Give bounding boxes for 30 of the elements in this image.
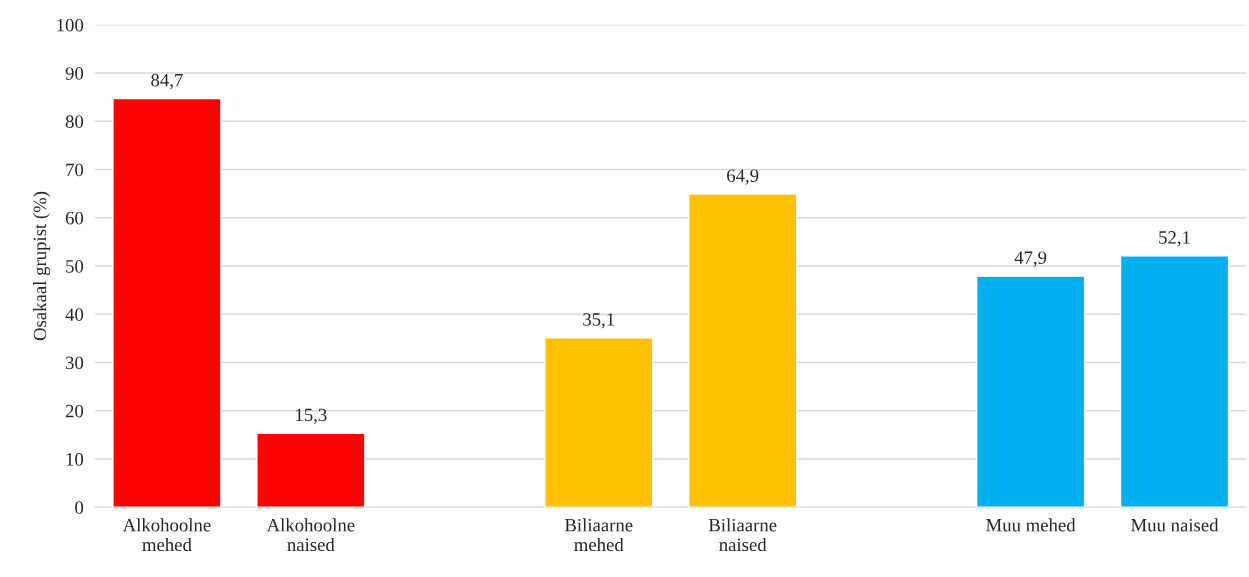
y-tick-label: 90 [65, 67, 84, 80]
y-tick-label: 0 [75, 501, 84, 514]
y-tick-label: 60 [65, 211, 84, 225]
bar [1119, 255, 1230, 508]
x-tick-label: Alkohoolne naised [266, 518, 355, 552]
x-tick-label: Biliaarne naised [708, 518, 777, 552]
data-label: 15,3 [296, 408, 327, 424]
data-label: 52,1 [1159, 231, 1190, 247]
x-tick-label: Muu mehed [986, 518, 1076, 532]
x-tick-label: Alkohoolne mehed [122, 518, 211, 552]
data-label: 47,9 [1014, 251, 1047, 267]
bar [544, 337, 654, 508]
y-tick-label: 100 [57, 18, 84, 32]
bar [688, 193, 798, 508]
bar [112, 97, 222, 508]
data-label: 84,7 [151, 73, 183, 90]
x-tick-label: Biliaarne mehed [564, 518, 633, 552]
y-tick-label: 10 [66, 452, 84, 466]
y-tick-label: 80 [65, 115, 84, 128]
bar [256, 432, 366, 508]
y-tick-label: 50 [66, 260, 84, 273]
y-tick-label: 30 [65, 356, 84, 370]
y-tick-label: 70 [66, 163, 84, 177]
x-tick-label: Muu naised [1131, 518, 1219, 532]
bar [975, 275, 1086, 508]
y-tick-label: 20 [65, 404, 84, 418]
data-label: 35,1 [583, 313, 615, 329]
data-label: 64,9 [727, 169, 759, 185]
y-axis-title: Osakaal grupist (%) [33, 191, 51, 341]
y-tick-label: 40 [65, 308, 84, 321]
